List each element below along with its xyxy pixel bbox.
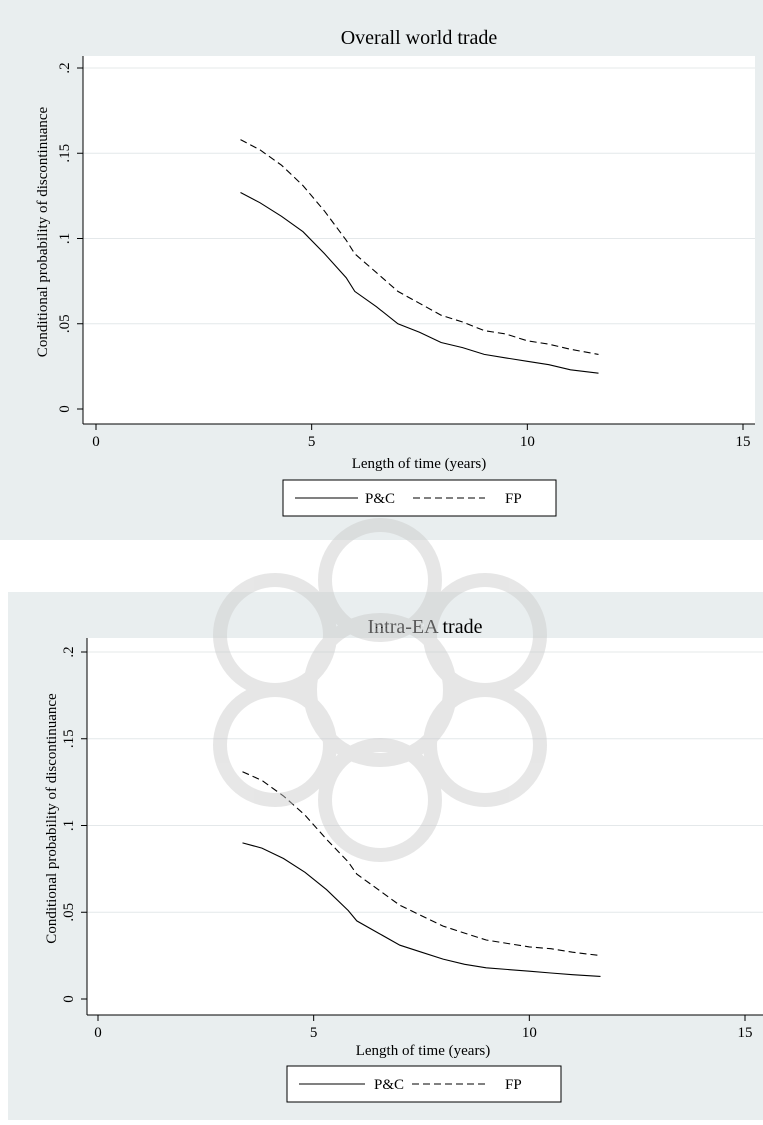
legend-label-pc: P&C <box>365 491 395 507</box>
y-tick-label: .15 <box>57 144 73 163</box>
x-tick-label: 0 <box>92 434 100 450</box>
y-tick-label: .15 <box>61 729 77 748</box>
y-tick-label: .05 <box>61 903 77 922</box>
y-tick-label: .05 <box>57 314 73 333</box>
series-line-pc <box>240 192 599 374</box>
chart-overall-world-trade: 0 .05 .1 .15 .2 0 5 10 15 Overall world trade Leng… <box>35 27 755 517</box>
chart-title: Intra-EA trade <box>368 616 483 638</box>
y-tick-label: .2 <box>61 646 77 657</box>
y-tick-label: .2 <box>57 62 73 73</box>
chart-title: Overall world trade <box>341 27 498 49</box>
chart-intra-ea-trade: 0 .05 .1 .15 .2 0 5 10 15 Intra-EA trade Length of… <box>44 616 763 1103</box>
plot-area <box>87 638 763 1015</box>
series-line-pc <box>242 842 601 977</box>
series-line-fp <box>242 771 601 957</box>
x-tick-label: 0 <box>94 1025 102 1041</box>
chart-panel-overall: 0 .05 .1 .15 .2 0 5 10 15 Overall world trade Leng… <box>0 0 763 540</box>
x-axis-label: Length of time (years) <box>356 1043 491 1059</box>
y-tick-label: .1 <box>57 233 73 244</box>
x-tick-label: 10 <box>520 434 535 450</box>
y-axis-label: Conditional probability of discontinuanc… <box>44 693 60 944</box>
x-tick-label: 10 <box>522 1025 537 1041</box>
x-axis-label: Length of time (years) <box>352 456 487 472</box>
plot-area <box>83 56 755 424</box>
y-tick-label: 0 <box>61 995 77 1003</box>
x-tick-label: 5 <box>308 434 316 450</box>
y-tick-label: 0 <box>57 405 73 413</box>
series-line-fp <box>240 139 599 355</box>
legend-label-pc: P&C <box>374 1077 404 1093</box>
chart-panel-intra-ea: 0 .05 .1 .15 .2 0 5 10 15 Intra-EA trade Length of… <box>8 592 763 1120</box>
legend-label-fp: FP <box>505 491 522 507</box>
x-tick-label: 5 <box>310 1025 318 1041</box>
y-tick-label: .1 <box>61 820 77 831</box>
y-axis-label: Conditional probability of discontinuanc… <box>35 106 51 357</box>
x-tick-label: 15 <box>738 1025 753 1041</box>
x-tick-label: 15 <box>736 434 751 450</box>
legend-label-fp: FP <box>505 1077 522 1093</box>
